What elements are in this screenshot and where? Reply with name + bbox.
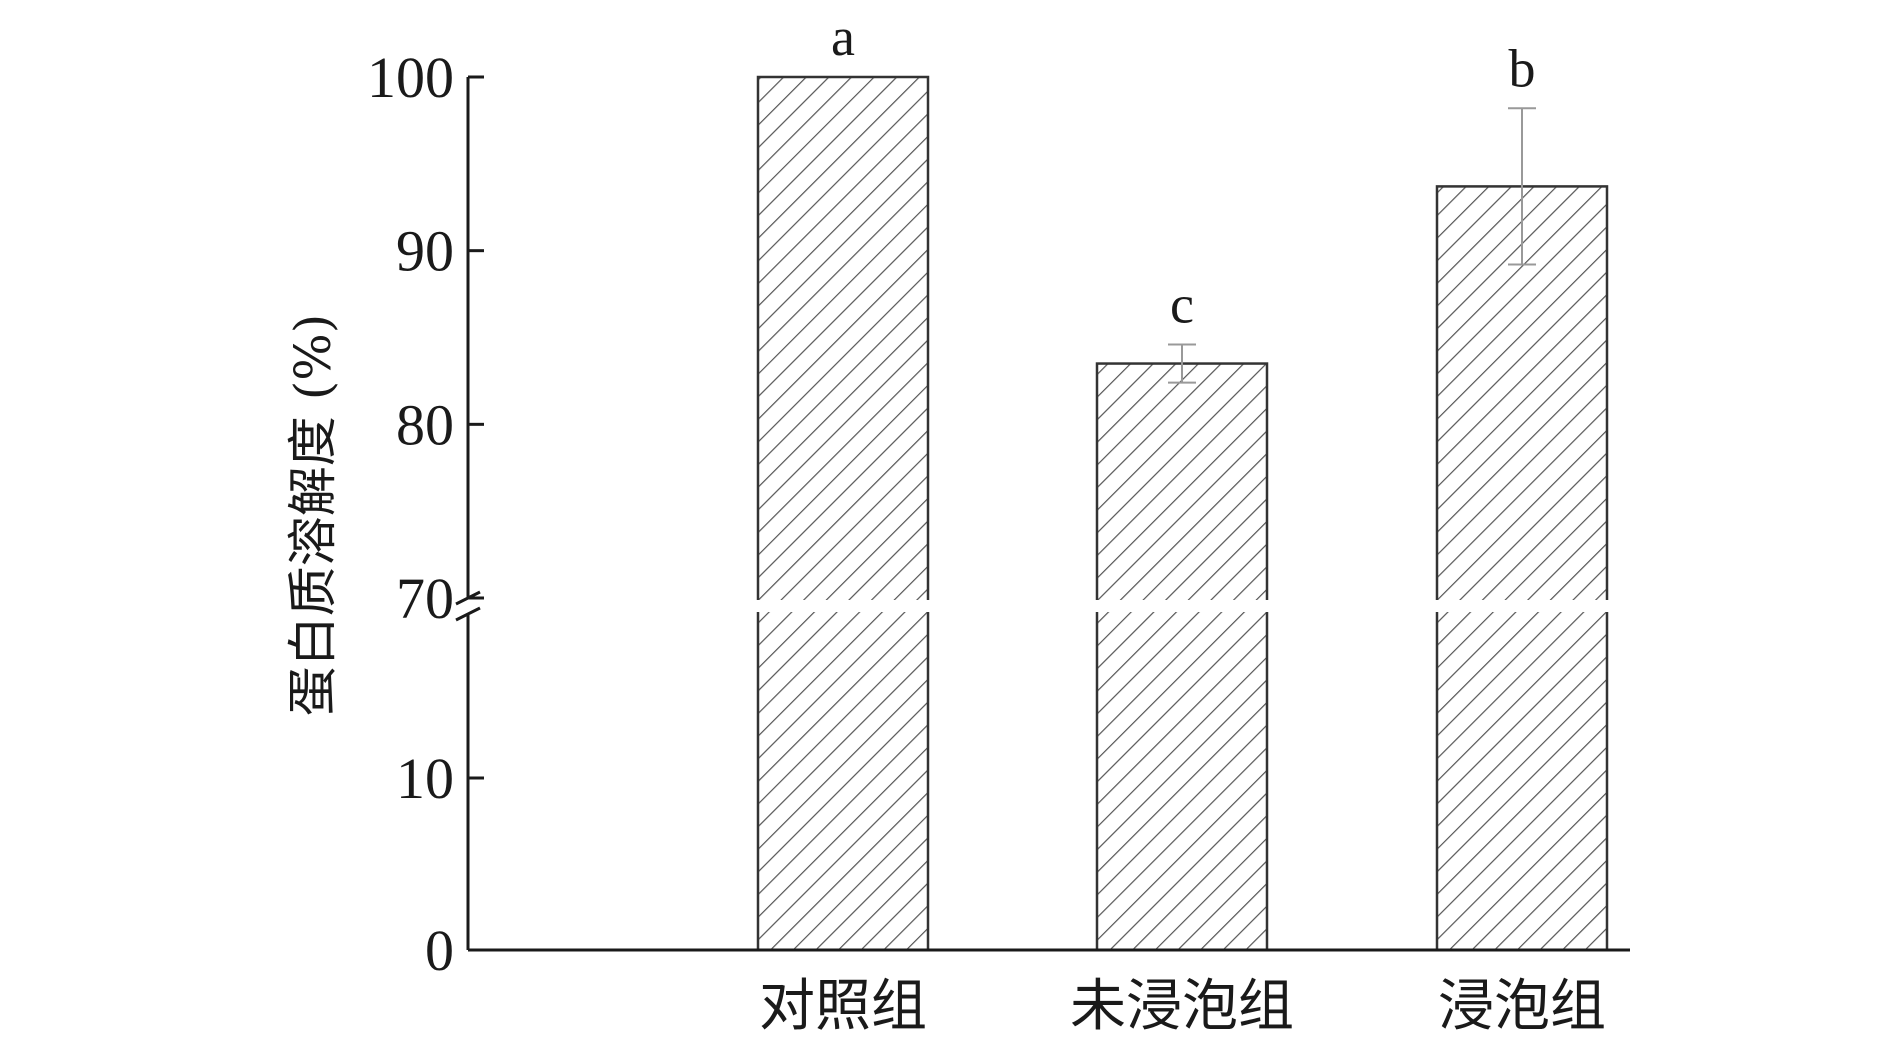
bar-break-gap <box>1433 600 1611 612</box>
bar-break-gap <box>1093 600 1271 612</box>
y-tick-label: 100 <box>367 45 454 110</box>
bar <box>756 75 930 952</box>
significance-label: c <box>1170 274 1194 334</box>
axis-break-mark-lower <box>455 606 481 622</box>
y-tick-label: 80 <box>396 392 454 457</box>
y-tick-label: 10 <box>396 746 454 811</box>
y-tick-label: 0 <box>425 918 454 983</box>
bar <box>1435 185 1609 952</box>
plot-area: a 对照组 c 未浸泡组 b 浸泡组 0 10 70 80 90 100 <box>367 7 1630 1039</box>
bar <box>1095 362 1269 952</box>
significance-label: b <box>1509 38 1536 98</box>
x-tick-label: 浸泡组 <box>1438 974 1606 1039</box>
significance-label: a <box>831 7 855 67</box>
x-tick-label: 对照组 <box>759 974 927 1039</box>
y-axis-title: 蛋白质溶解度 (%) <box>284 314 342 716</box>
x-tick-label: 未浸泡组 <box>1070 974 1294 1039</box>
y-tick-label: 90 <box>396 219 454 284</box>
bar-break-gap <box>754 600 932 612</box>
y-tick-label: 70 <box>396 566 454 631</box>
